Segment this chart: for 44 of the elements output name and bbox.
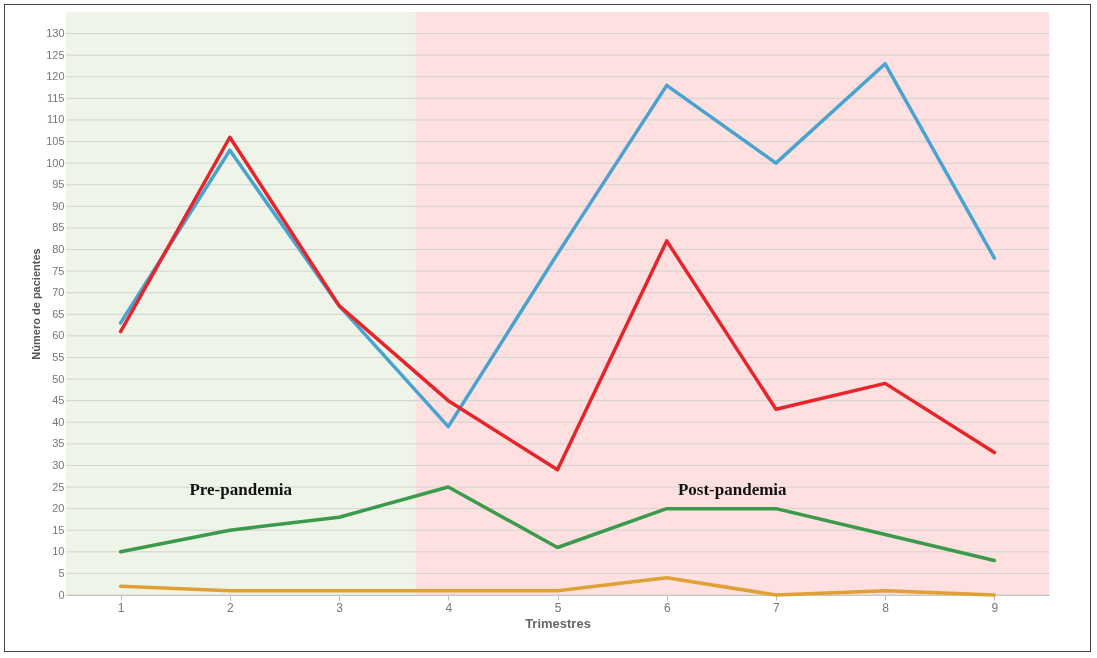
y-tick-label: 65 xyxy=(52,307,65,320)
y-tick-label: 15 xyxy=(52,523,65,536)
y-tick-label: 60 xyxy=(52,329,65,342)
y-tick-label: 130 xyxy=(46,27,65,40)
line-series xyxy=(118,485,997,563)
line-series xyxy=(118,135,997,472)
band-label: Post-pandemia xyxy=(677,480,788,500)
y-tick-label: 20 xyxy=(52,502,65,515)
y-tick-label: 115 xyxy=(46,91,65,104)
line-series xyxy=(118,575,997,597)
y-tick-label: 70 xyxy=(52,286,65,299)
y-tick-label: 85 xyxy=(52,221,65,234)
y-tick-label: 90 xyxy=(52,199,65,212)
y-tick-label: 80 xyxy=(52,243,65,256)
y-tick-label: 105 xyxy=(46,135,65,148)
x-tick-label: 3 xyxy=(336,600,344,615)
y-tick-label: 30 xyxy=(52,458,65,471)
y-axis-title: Número de pacientes xyxy=(30,248,43,360)
x-tick-label: 5 xyxy=(554,600,562,615)
x-tick-label: 1 xyxy=(117,600,125,615)
y-tick-label: 95 xyxy=(52,178,65,191)
x-tick-label: 6 xyxy=(663,600,671,615)
y-tick-label: 45 xyxy=(52,394,65,407)
y-tick-label: 125 xyxy=(46,48,65,61)
x-tick-label: 4 xyxy=(445,600,453,615)
y-tick-label: 40 xyxy=(52,415,65,428)
y-tick-label: 75 xyxy=(52,264,65,277)
y-tick-label: 0 xyxy=(58,588,65,601)
y-tick-label: 100 xyxy=(46,156,65,169)
y-tick-label: 5 xyxy=(58,566,65,579)
y-tick-label: 35 xyxy=(52,437,65,450)
line-series xyxy=(118,62,997,429)
y-tick-label: 50 xyxy=(52,372,65,385)
x-tick-label: 2 xyxy=(226,600,234,615)
y-tick-label: 10 xyxy=(52,545,65,558)
y-tick-label: 120 xyxy=(46,70,65,83)
y-tick-label: 25 xyxy=(52,480,65,493)
y-tick-label: 55 xyxy=(52,350,65,363)
band-label: Pre-pandemia xyxy=(189,480,293,500)
x-axis-title: Trimestres xyxy=(525,615,591,631)
x-tick-label: 9 xyxy=(991,600,999,615)
y-tick-label: 110 xyxy=(46,113,65,126)
x-tick-label: 8 xyxy=(882,600,890,615)
x-tick-label: 7 xyxy=(773,600,781,615)
